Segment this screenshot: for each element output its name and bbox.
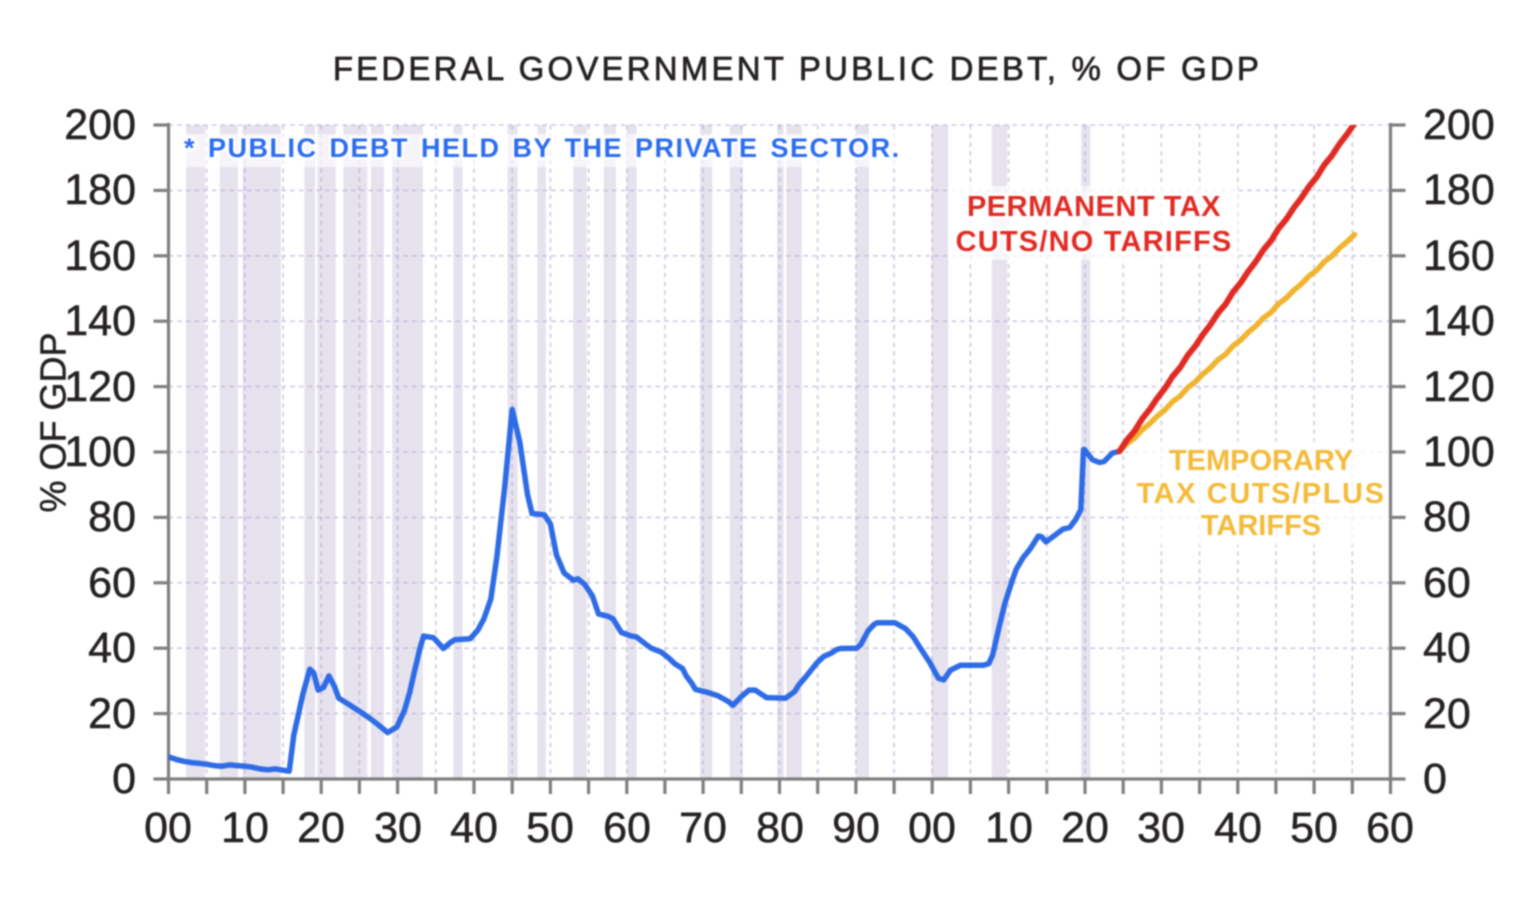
svg-text:40: 40: [88, 624, 136, 672]
svg-text:40: 40: [450, 804, 498, 852]
svg-text:70: 70: [679, 804, 727, 852]
svg-text:CUTS/NO TARIFFS: CUTS/NO TARIFFS: [956, 226, 1233, 258]
svg-text:160: 160: [1423, 232, 1495, 280]
svg-text:80: 80: [88, 493, 136, 541]
svg-text:90: 90: [832, 804, 880, 852]
svg-text:FEDERAL GOVERNMENT PUBLIC DEBT: FEDERAL GOVERNMENT PUBLIC DEBT, % OF GDP: [333, 50, 1262, 87]
svg-text:TEMPORARY: TEMPORARY: [1169, 445, 1353, 477]
svg-text:40: 40: [1423, 624, 1471, 672]
svg-text:60: 60: [1366, 804, 1414, 852]
svg-text:50: 50: [526, 804, 574, 852]
svg-text:60: 60: [1423, 559, 1471, 607]
svg-text:200: 200: [64, 101, 136, 149]
svg-text:30: 30: [1137, 804, 1185, 852]
svg-text:140: 140: [1423, 297, 1495, 345]
svg-text:160: 160: [64, 232, 136, 280]
svg-text:200: 200: [1423, 101, 1495, 149]
svg-text:120: 120: [1423, 363, 1495, 411]
svg-text:10: 10: [985, 804, 1033, 852]
svg-text:40: 40: [1214, 804, 1262, 852]
svg-text:TARIFFS: TARIFFS: [1201, 510, 1321, 542]
svg-text:140: 140: [64, 297, 136, 345]
svg-text:PERMANENT TAX: PERMANENT TAX: [967, 191, 1221, 223]
svg-text:120: 120: [64, 363, 136, 411]
svg-text:20: 20: [1423, 690, 1471, 738]
svg-text:30: 30: [374, 804, 422, 852]
svg-text:00: 00: [144, 804, 192, 852]
svg-text:00: 00: [908, 804, 956, 852]
svg-text:100: 100: [1423, 428, 1495, 476]
svg-text:80: 80: [756, 804, 804, 852]
svg-text:80: 80: [1423, 493, 1471, 541]
svg-text:180: 180: [1423, 166, 1495, 214]
svg-text:TAX CUTS/PLUS: TAX CUTS/PLUS: [1136, 478, 1385, 510]
svg-text:60: 60: [88, 559, 136, 607]
svg-text:20: 20: [88, 690, 136, 738]
svg-text:% OF GDP: % OF GDP: [33, 332, 74, 512]
svg-text:50: 50: [1290, 804, 1338, 852]
svg-text:* PUBLIC DEBT HELD BY THE PRIV: * PUBLIC DEBT HELD BY THE PRIVATE SECTOR…: [184, 133, 901, 163]
svg-text:180: 180: [64, 166, 136, 214]
svg-text:20: 20: [1061, 804, 1109, 852]
svg-text:100: 100: [64, 428, 136, 476]
svg-text:0: 0: [1423, 755, 1447, 803]
svg-text:10: 10: [221, 804, 269, 852]
svg-text:60: 60: [603, 804, 651, 852]
svg-text:0: 0: [112, 755, 136, 803]
svg-text:20: 20: [297, 804, 345, 852]
